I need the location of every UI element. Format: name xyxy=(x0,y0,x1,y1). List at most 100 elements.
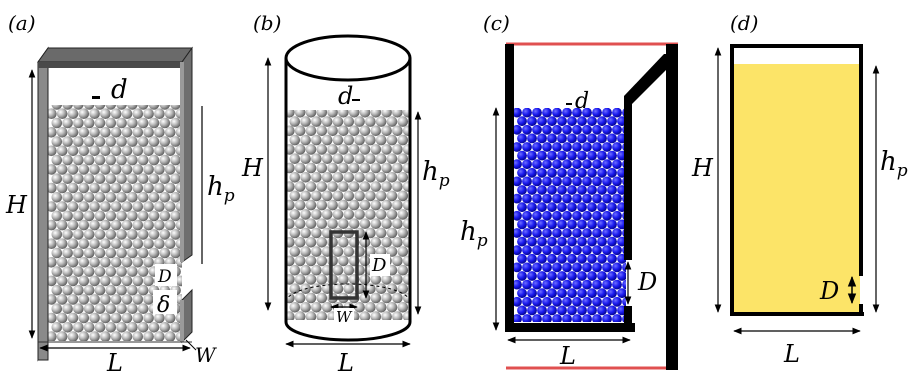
bead xyxy=(170,154,181,166)
bead xyxy=(542,210,552,221)
hopper-wall-c xyxy=(624,54,670,104)
bead xyxy=(587,236,597,247)
bead xyxy=(577,219,587,230)
bead xyxy=(164,127,176,138)
bead xyxy=(89,127,100,138)
bead xyxy=(607,202,617,213)
bead xyxy=(522,193,532,204)
bead xyxy=(612,108,622,118)
bead xyxy=(305,199,317,211)
bead xyxy=(56,127,68,138)
bead xyxy=(381,181,392,192)
bead xyxy=(617,202,626,213)
bead xyxy=(617,236,626,247)
bead xyxy=(537,305,547,316)
bead xyxy=(532,296,542,307)
bead xyxy=(143,108,154,119)
bead xyxy=(311,209,322,220)
bead xyxy=(170,192,181,203)
bead xyxy=(137,284,149,296)
bead xyxy=(577,305,587,316)
bead xyxy=(48,331,57,341)
bead xyxy=(321,209,333,220)
bead xyxy=(289,172,301,183)
bead xyxy=(51,173,63,184)
bead xyxy=(517,219,527,230)
bead xyxy=(557,271,567,281)
bead xyxy=(375,283,387,294)
bead xyxy=(110,127,122,138)
bead xyxy=(557,253,567,264)
bead xyxy=(617,185,626,195)
bead xyxy=(62,117,73,129)
bead xyxy=(547,116,557,127)
bead xyxy=(316,237,328,248)
bead xyxy=(354,153,365,164)
bead xyxy=(612,142,622,152)
bead xyxy=(62,192,73,203)
bead xyxy=(143,127,154,138)
bead xyxy=(110,108,122,119)
bead xyxy=(159,136,171,147)
bead xyxy=(48,108,57,119)
bead xyxy=(294,144,306,155)
bead xyxy=(287,144,295,155)
bead xyxy=(137,173,149,184)
bead xyxy=(127,303,138,314)
bead xyxy=(110,164,122,175)
bead xyxy=(602,124,612,135)
bead xyxy=(617,116,626,127)
bead xyxy=(527,116,537,127)
bead xyxy=(316,144,328,155)
bead xyxy=(338,181,349,192)
bead xyxy=(402,292,409,304)
bead xyxy=(587,185,597,195)
bead xyxy=(577,116,587,127)
bead xyxy=(170,210,181,222)
bead xyxy=(56,331,68,341)
bead xyxy=(116,303,127,314)
bead xyxy=(316,181,328,192)
bead xyxy=(542,314,552,322)
bead xyxy=(562,193,572,204)
bead xyxy=(287,292,295,304)
bead xyxy=(327,181,338,192)
bead xyxy=(572,262,582,273)
bead xyxy=(557,288,567,299)
bead xyxy=(562,279,572,290)
bead xyxy=(137,210,149,222)
bead xyxy=(517,236,527,247)
bead xyxy=(597,236,607,247)
bead xyxy=(514,296,522,307)
bead xyxy=(89,164,100,175)
bead xyxy=(67,257,79,268)
bead xyxy=(582,108,592,118)
bead xyxy=(321,172,333,183)
bead xyxy=(105,105,117,110)
bead xyxy=(56,182,68,194)
bead xyxy=(397,264,409,276)
bead xyxy=(294,218,306,229)
bead xyxy=(56,294,68,305)
bead xyxy=(572,124,582,135)
bead xyxy=(62,229,73,240)
bead xyxy=(617,305,626,316)
bead xyxy=(73,303,84,314)
bead xyxy=(597,167,607,178)
bead xyxy=(592,176,602,187)
bead xyxy=(375,209,387,220)
bead xyxy=(48,182,57,194)
bead xyxy=(365,172,376,183)
bead xyxy=(116,117,127,129)
bead xyxy=(517,150,527,161)
D-label-box-a xyxy=(155,264,177,286)
bead xyxy=(73,322,84,333)
bead xyxy=(370,311,382,320)
bead xyxy=(338,162,349,174)
bead xyxy=(370,274,382,285)
bead xyxy=(607,253,617,264)
bead xyxy=(552,193,562,204)
bead xyxy=(607,219,617,230)
bead xyxy=(359,199,371,211)
bead xyxy=(67,201,79,212)
